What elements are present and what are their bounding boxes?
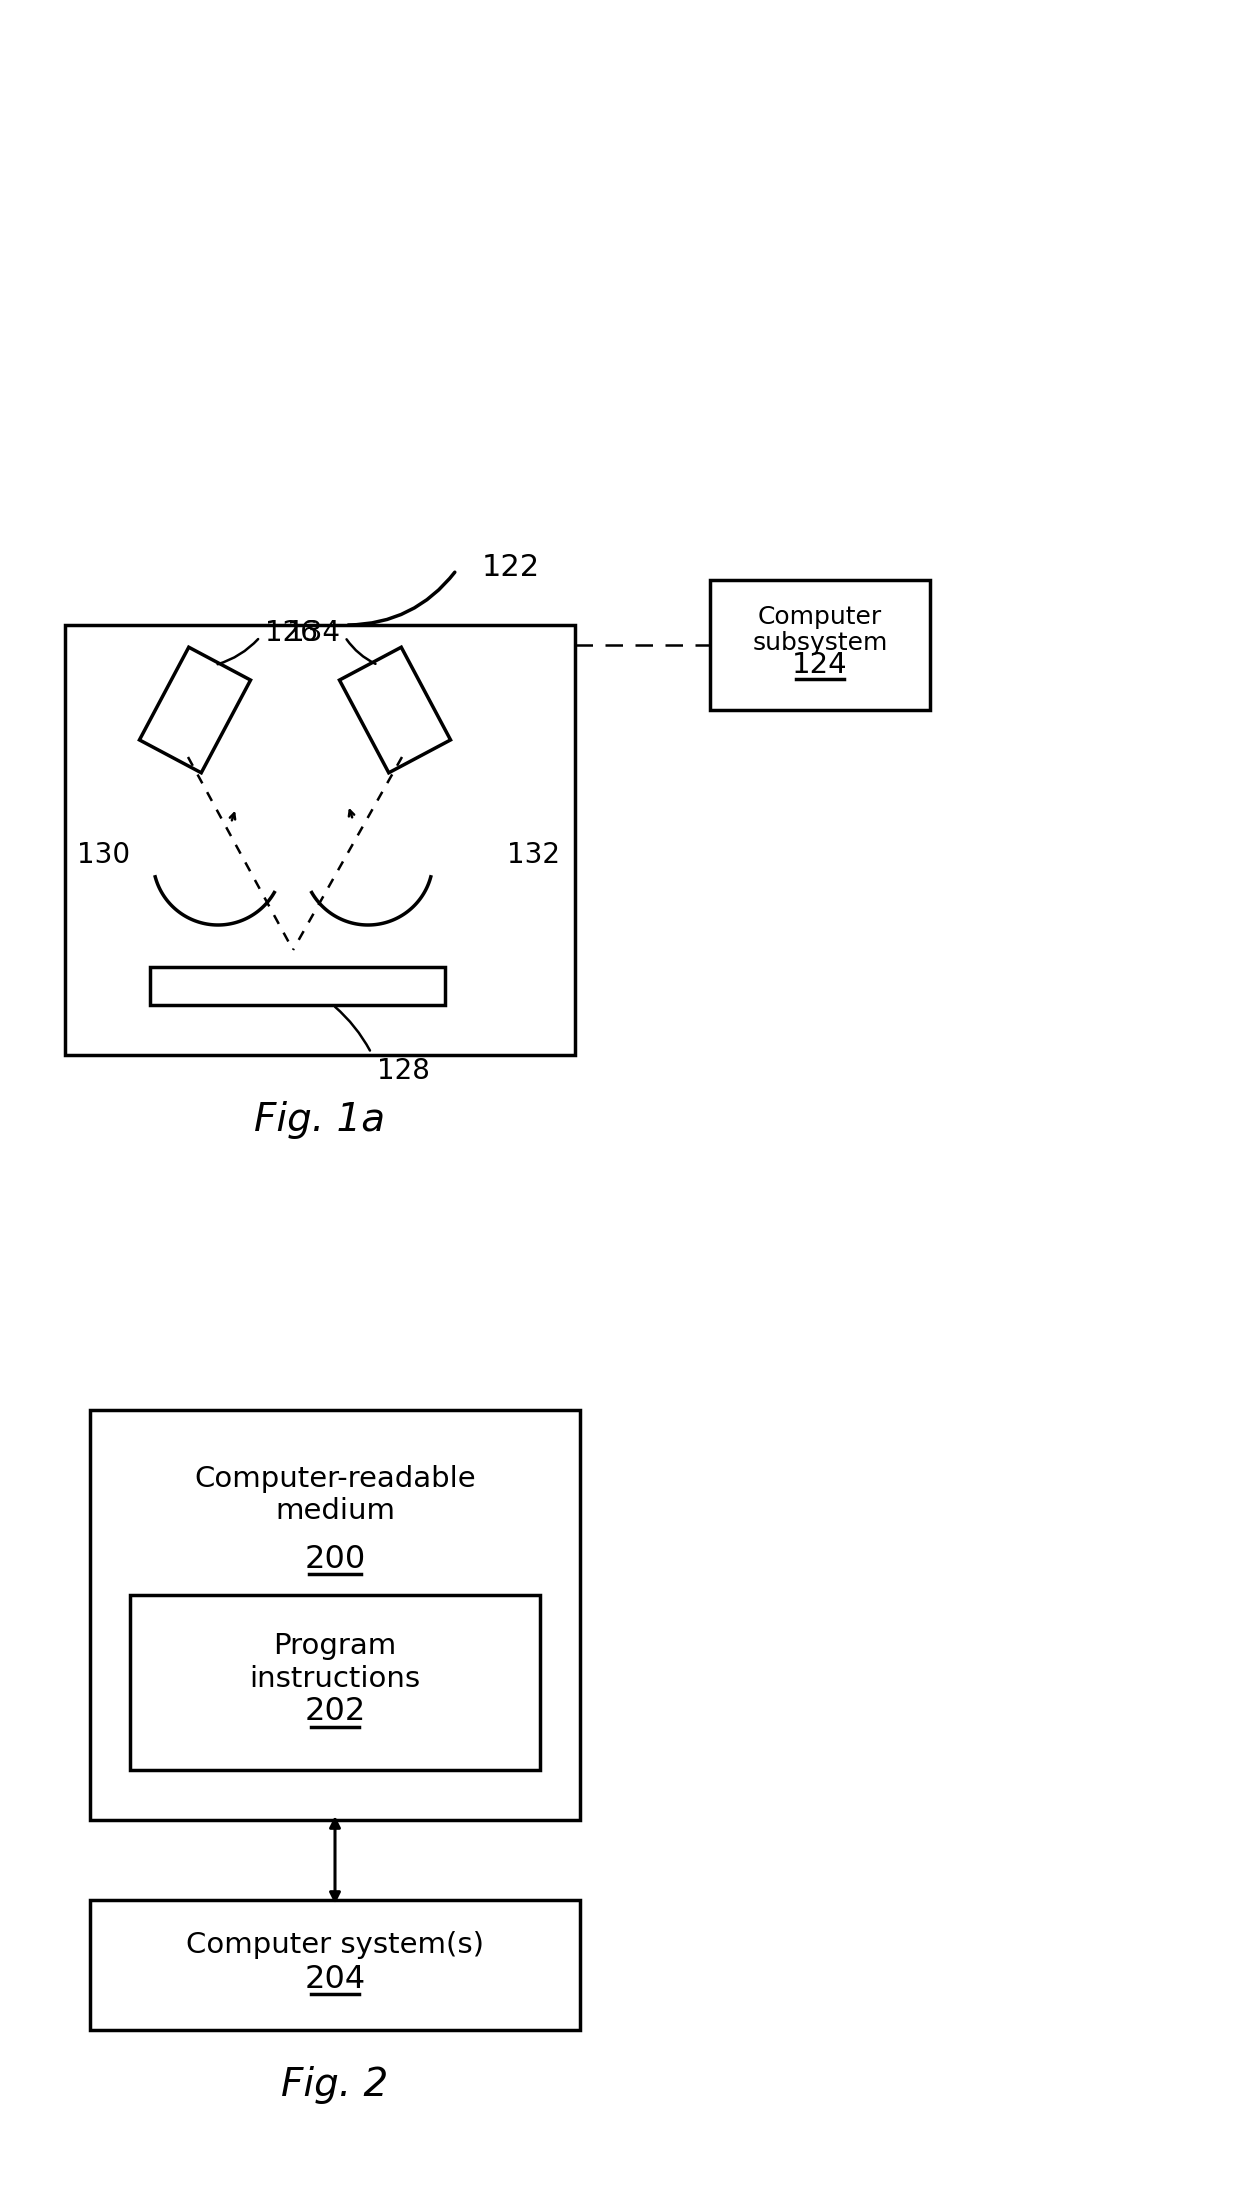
Polygon shape: [139, 648, 250, 772]
Text: 132: 132: [507, 840, 560, 869]
Polygon shape: [340, 648, 450, 772]
Text: Fig. 2: Fig. 2: [281, 2066, 388, 2104]
FancyBboxPatch shape: [91, 1409, 580, 1819]
Text: Fig. 1a: Fig. 1a: [254, 1100, 386, 1140]
Text: 130: 130: [77, 840, 130, 869]
FancyBboxPatch shape: [711, 580, 930, 710]
Text: 204: 204: [305, 1962, 366, 1996]
Text: Computer system(s): Computer system(s): [186, 1932, 484, 1958]
FancyBboxPatch shape: [64, 624, 575, 1054]
FancyBboxPatch shape: [150, 968, 445, 1005]
Text: 124: 124: [792, 650, 848, 679]
FancyBboxPatch shape: [91, 1901, 580, 2031]
Text: Computer-readable
medium: Computer-readable medium: [195, 1464, 476, 1526]
Text: 200: 200: [304, 1544, 366, 1574]
Text: subsystem: subsystem: [753, 631, 888, 655]
Text: 134: 134: [286, 620, 340, 646]
Text: Computer: Computer: [758, 604, 882, 628]
Text: 128: 128: [377, 1056, 430, 1085]
Text: Program
instructions: Program instructions: [249, 1632, 420, 1693]
Text: 202: 202: [304, 1696, 366, 1727]
Text: 122: 122: [481, 553, 539, 582]
FancyBboxPatch shape: [130, 1594, 539, 1771]
Text: 126: 126: [265, 620, 317, 646]
